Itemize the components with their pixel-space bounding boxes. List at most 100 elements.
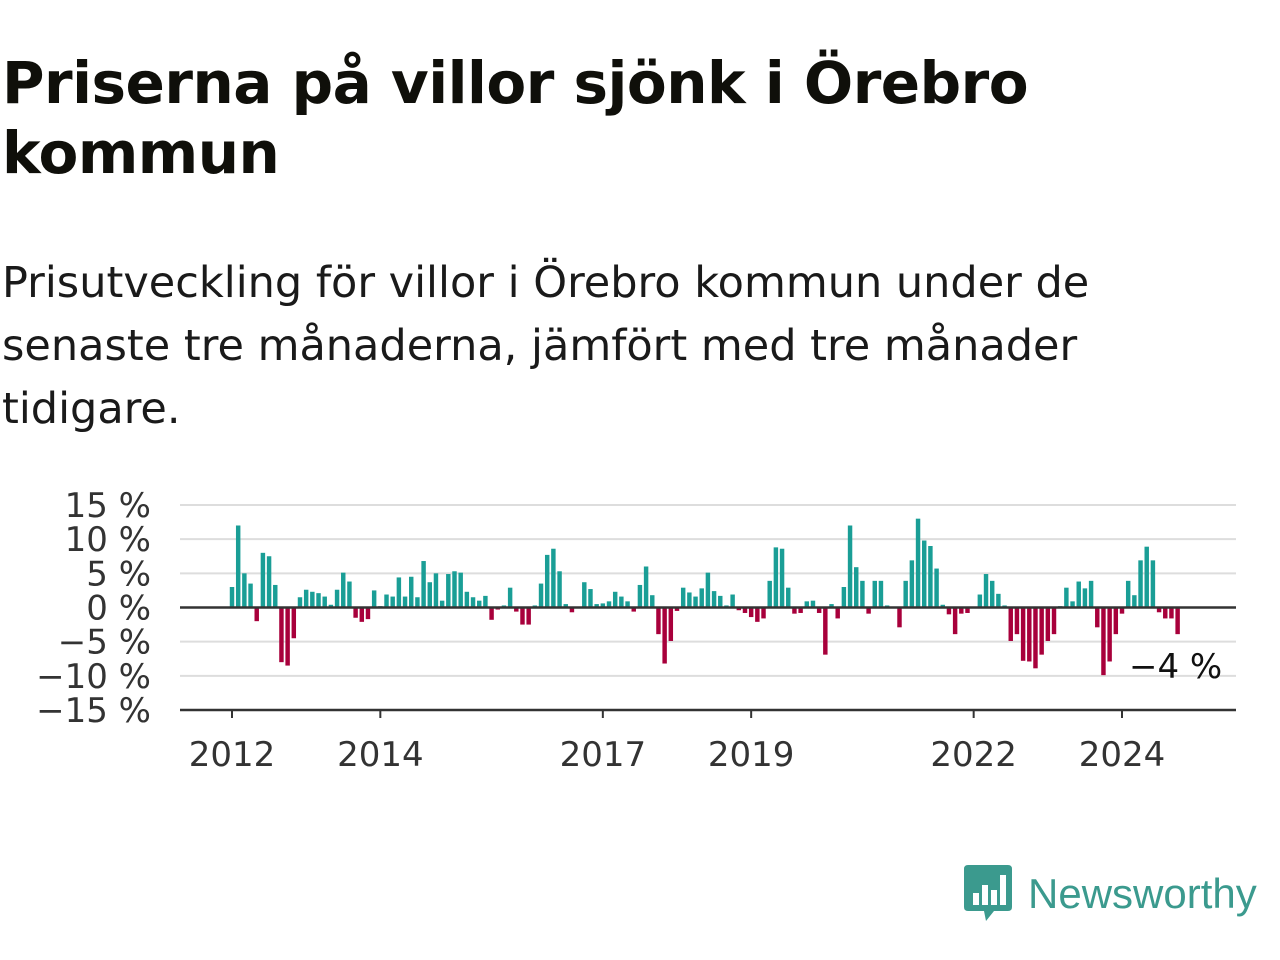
bar: [1113, 607, 1119, 635]
bar: [1051, 607, 1057, 635]
bar: [637, 584, 643, 608]
bar: [996, 593, 1001, 608]
bar: [643, 566, 649, 608]
bar: [514, 607, 519, 612]
y-tick-label: 0 %: [86, 589, 151, 629]
bar: [1107, 607, 1112, 662]
bar: [248, 583, 253, 608]
bar: [693, 596, 698, 608]
bar: [322, 596, 327, 608]
bar: [952, 607, 958, 635]
bar: [594, 604, 599, 608]
bar: [705, 572, 711, 608]
bar: [946, 607, 952, 615]
bar: [1119, 607, 1125, 614]
page-subtitle: Prisutveckling för villor i Örebro kommu…: [2, 258, 1090, 434]
x-tick-label: 2022: [930, 735, 1017, 775]
bar: [983, 574, 989, 608]
bar: [365, 607, 371, 620]
bar: [674, 607, 680, 611]
bar: [748, 607, 754, 618]
bar: [940, 604, 945, 608]
bar: [866, 607, 871, 614]
bar: [409, 576, 414, 608]
y-tick-label: 10 %: [65, 520, 151, 560]
bar: [606, 601, 612, 608]
bar: [1175, 607, 1180, 635]
bar: [1076, 581, 1081, 608]
bar: [260, 552, 266, 608]
bar: [470, 597, 476, 608]
bar: [829, 604, 834, 608]
bar: [619, 596, 624, 608]
bar: [551, 548, 556, 608]
bar: [458, 572, 463, 608]
bar: [279, 607, 284, 663]
bar: [816, 607, 822, 613]
bar-series: [229, 518, 1180, 676]
bar: [631, 607, 636, 612]
bar: [1163, 607, 1168, 619]
bar: [427, 582, 432, 608]
brand-logo: Newsworthy: [962, 862, 1257, 926]
bar: [303, 589, 309, 608]
bar: [328, 604, 334, 608]
bar: [1020, 607, 1026, 661]
bar: [588, 589, 593, 608]
bar: [804, 601, 810, 608]
bar: [1125, 580, 1131, 608]
bar: [965, 607, 970, 613]
x-tick-label: 2017: [560, 735, 647, 775]
bar: [835, 607, 840, 619]
x-axis: 2012 2014 2017 2019 2022 2024: [189, 710, 1165, 775]
bar: [582, 582, 587, 608]
bar: [662, 607, 667, 664]
bar: [1156, 607, 1162, 613]
bar: [1144, 546, 1149, 608]
bar: [903, 580, 908, 608]
bar: [761, 607, 766, 619]
bar: [477, 600, 482, 608]
bar: [520, 607, 525, 625]
bar: [1008, 607, 1013, 641]
bar: [390, 596, 395, 608]
bar: [977, 594, 983, 608]
bar: [792, 607, 797, 614]
bar: [1132, 595, 1137, 608]
bar: [371, 590, 377, 608]
bar: [959, 607, 964, 614]
bar: [878, 580, 884, 608]
bar: [767, 580, 772, 608]
bar: [718, 595, 723, 608]
bar: [402, 596, 408, 608]
bar: [341, 572, 346, 608]
bar: [1082, 588, 1088, 608]
bar: [433, 573, 439, 608]
bar: [668, 607, 674, 641]
bar: [730, 594, 735, 608]
bar: [922, 540, 927, 608]
bar: [1033, 607, 1038, 669]
bar: [384, 594, 389, 608]
bar: [489, 607, 494, 620]
page-title: Priserna på villor sjönk i Örebro kommun: [2, 49, 1029, 187]
bar: [711, 591, 717, 608]
bar: [650, 595, 655, 608]
bar: [1039, 607, 1044, 655]
bar: [1169, 607, 1174, 619]
bar: [625, 601, 630, 608]
bar: [1095, 607, 1100, 628]
bar: [1150, 560, 1156, 608]
bar: [347, 581, 352, 608]
bar: [242, 573, 247, 608]
bar: [439, 600, 445, 608]
latest-value-label: −4 %: [1129, 647, 1222, 687]
bar: [507, 587, 513, 608]
bar: [1027, 607, 1032, 662]
bar: [860, 580, 865, 608]
bar: [841, 587, 847, 608]
bar: [798, 607, 803, 613]
bar: [699, 588, 704, 608]
bar: [1088, 580, 1094, 608]
bar: [1070, 601, 1075, 608]
